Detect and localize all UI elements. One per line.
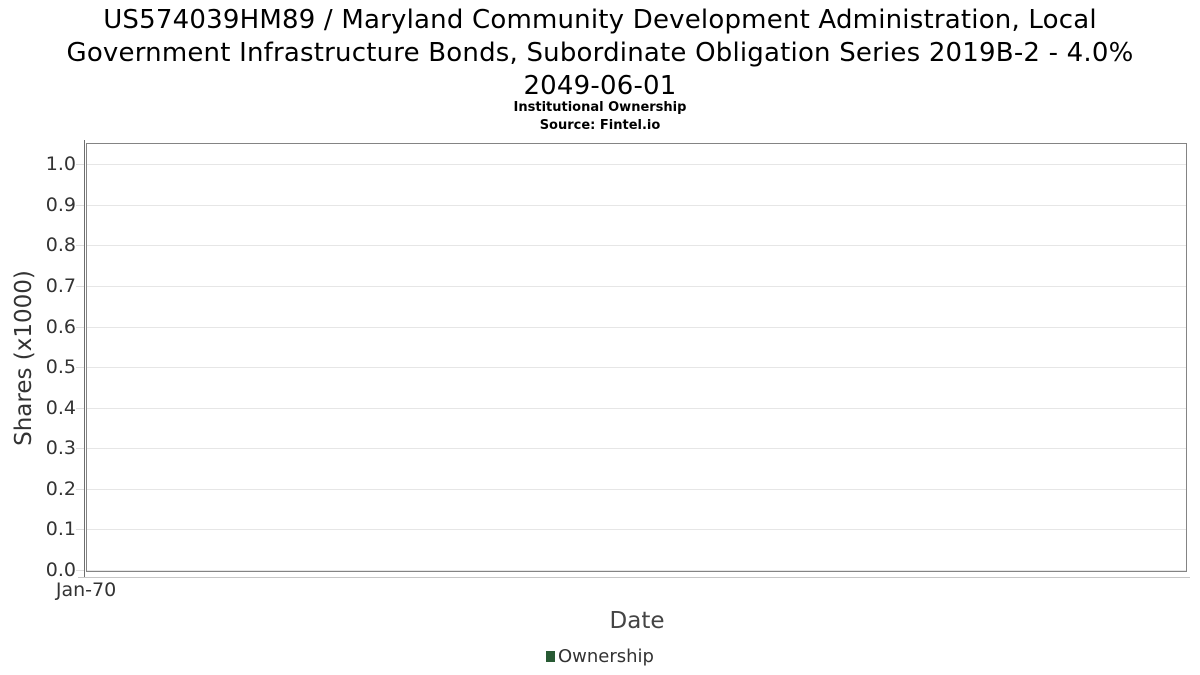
y-tick-mark [76,286,84,287]
gridline [87,204,1186,206]
gridline [87,286,1186,287]
gridline [87,407,1186,409]
y-tick-mark [76,529,84,531]
y-tick-label: 0.1 [45,518,76,541]
y-tick-mark [76,488,84,490]
gridline [87,448,1186,450]
y-axis-line [84,140,85,577]
y-tick-label: 0.2 [45,477,76,500]
y-tick-label: 1.0 [45,153,76,176]
y-tick-label: 0.9 [45,193,76,216]
plot-area [86,143,1187,572]
gridline [87,326,1186,328]
y-tick-mark [76,448,84,450]
gridline [87,367,1186,369]
chart-title-line-2: Government Infrastructure Bonds, Subordi… [66,38,1134,68]
y-tick-mark [76,245,84,247]
x-axis-line [78,577,1190,578]
y-tick-label: 0.0 [45,559,76,581]
legend-item-ownership[interactable]: Ownership [546,646,654,667]
y-tick-mark [76,407,84,409]
chart-title-line-1: US574039HM89 / Maryland Community Develo… [103,5,1097,35]
gridline [87,570,1186,571]
y-axis-tick-marks [76,144,84,573]
chart-title-line-3: 2049-06-01 [523,71,677,101]
legend-ownership-label: Ownership [558,646,654,667]
y-tick-mark [76,367,84,369]
gridline [87,245,1186,247]
y-tick-label: 0.4 [45,396,76,419]
y-tick-mark [76,164,84,166]
gridline [87,488,1186,490]
y-axis-tick-labels: 0.0 0.1 0.2 0.3 0.4 0.5 0.6 0.7 0.8 0.9 1.0 [0,144,76,581]
y-tick-label: 0.3 [45,437,76,460]
y-tick-label: 0.8 [45,234,76,257]
y-tick-mark [76,204,84,206]
chart-source: Source: Fintel.io [539,118,661,133]
legend-ownership-swatch-icon [546,651,555,662]
y-tick-mark [76,326,84,328]
x-axis-title: Date [609,608,665,634]
gridline [87,529,1186,531]
chart-title: US574039HM89 / Maryland Community Develo… [0,4,1200,103]
chart-subtitle: Institutional Ownership [513,100,687,115]
gridline [87,164,1186,166]
y-tick-label: 0.6 [45,315,76,338]
y-tick-label: 0.7 [45,275,76,297]
y-tick-mark [76,570,84,571]
x-axis-tick-label: Jan-70 [55,579,117,601]
y-tick-label: 0.5 [45,356,76,379]
